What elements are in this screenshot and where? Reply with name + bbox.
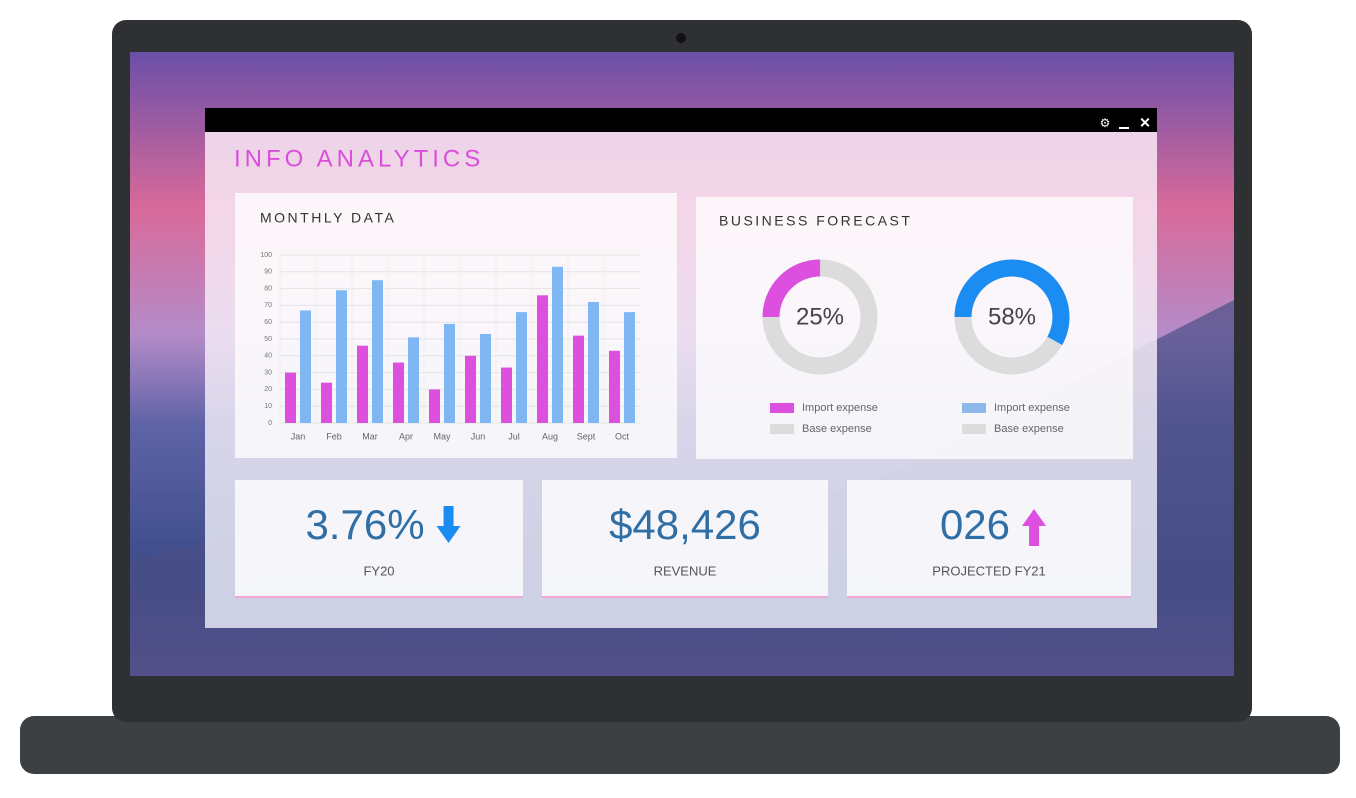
y-tick-label: 80 <box>264 285 272 292</box>
y-tick-label: 60 <box>264 319 272 326</box>
laptop-base <box>20 716 1340 774</box>
legend-label: Base expense <box>802 423 872 435</box>
y-tick-label: 0 <box>268 420 272 427</box>
bar <box>393 362 404 423</box>
legend-label: Import expense <box>994 402 1070 414</box>
donut-segment <box>954 259 1070 375</box>
webcam <box>676 33 686 43</box>
bar <box>537 295 548 423</box>
x-tick-label: Mar <box>362 431 378 441</box>
kpi-value: 026 <box>940 501 1010 548</box>
legend-swatch <box>962 403 986 413</box>
kpi-label: PROJECTED FY21 <box>932 563 1045 578</box>
kpi-value: $48,426 <box>609 501 761 548</box>
y-tick-label: 90 <box>264 269 272 276</box>
kpi-label: FY20 <box>363 563 394 578</box>
bar <box>465 355 476 423</box>
trend-arrow <box>436 506 461 543</box>
donut-segment <box>762 259 878 375</box>
bar <box>588 302 599 423</box>
x-tick-label: May <box>433 431 451 441</box>
x-tick-label: Apr <box>399 431 413 441</box>
y-tick-label: 30 <box>264 369 272 376</box>
y-tick-label: 70 <box>264 302 272 309</box>
x-tick-label: Feb <box>326 431 342 441</box>
kpi-value: 3.76% <box>305 501 424 548</box>
bar <box>336 290 347 423</box>
bar <box>480 333 491 423</box>
bar <box>501 367 512 423</box>
legend-swatch <box>770 403 794 413</box>
x-tick-label: Jul <box>508 431 520 441</box>
panel-title: BUSINESS FORECAST <box>719 213 912 229</box>
kpi-underline <box>235 596 523 598</box>
bar <box>609 350 620 423</box>
donut-label: 25% <box>796 303 844 330</box>
legend-swatch <box>962 424 986 434</box>
settings-button[interactable]: ⚙ <box>1100 116 1111 130</box>
kpi-underline <box>542 596 828 598</box>
bar <box>372 280 383 423</box>
legend-swatch <box>770 424 794 434</box>
x-tick-label: Sept <box>577 431 596 441</box>
x-tick-label: Oct <box>615 431 630 441</box>
kpi-card <box>542 480 828 598</box>
y-tick-label: 50 <box>264 336 272 343</box>
panel-title: MONTHLY DATA <box>260 210 396 226</box>
bar <box>516 312 527 423</box>
bar <box>408 337 419 423</box>
bar <box>573 335 584 423</box>
bar <box>300 310 311 423</box>
y-tick-label: 40 <box>264 353 272 360</box>
bar <box>624 312 635 423</box>
bar <box>444 323 455 423</box>
title-bar <box>205 108 1157 132</box>
bar <box>357 345 368 423</box>
y-tick-label: 10 <box>264 403 272 410</box>
x-tick-label: Aug <box>542 431 558 441</box>
x-tick-label: Jan <box>291 431 306 441</box>
legend-label: Base expense <box>994 423 1064 435</box>
bar <box>321 382 332 423</box>
kpi-underline <box>847 596 1131 598</box>
x-tick-label: Jun <box>471 431 486 441</box>
donut-label: 58% <box>988 303 1036 330</box>
kpi-label: REVENUE <box>654 563 717 578</box>
bar <box>552 266 563 423</box>
y-tick-label: 100 <box>260 252 272 259</box>
kpi-card <box>235 480 523 598</box>
minimize-button[interactable] <box>1119 127 1129 129</box>
y-tick-label: 20 <box>264 386 272 393</box>
kpi-card <box>847 480 1131 598</box>
bar <box>285 372 296 423</box>
app-title: INFO ANALYTICS <box>234 145 484 172</box>
close-button[interactable]: ✕ <box>1139 115 1151 131</box>
legend-label: Import expense <box>802 402 878 414</box>
trend-arrow <box>1022 509 1047 546</box>
bar <box>429 389 440 423</box>
